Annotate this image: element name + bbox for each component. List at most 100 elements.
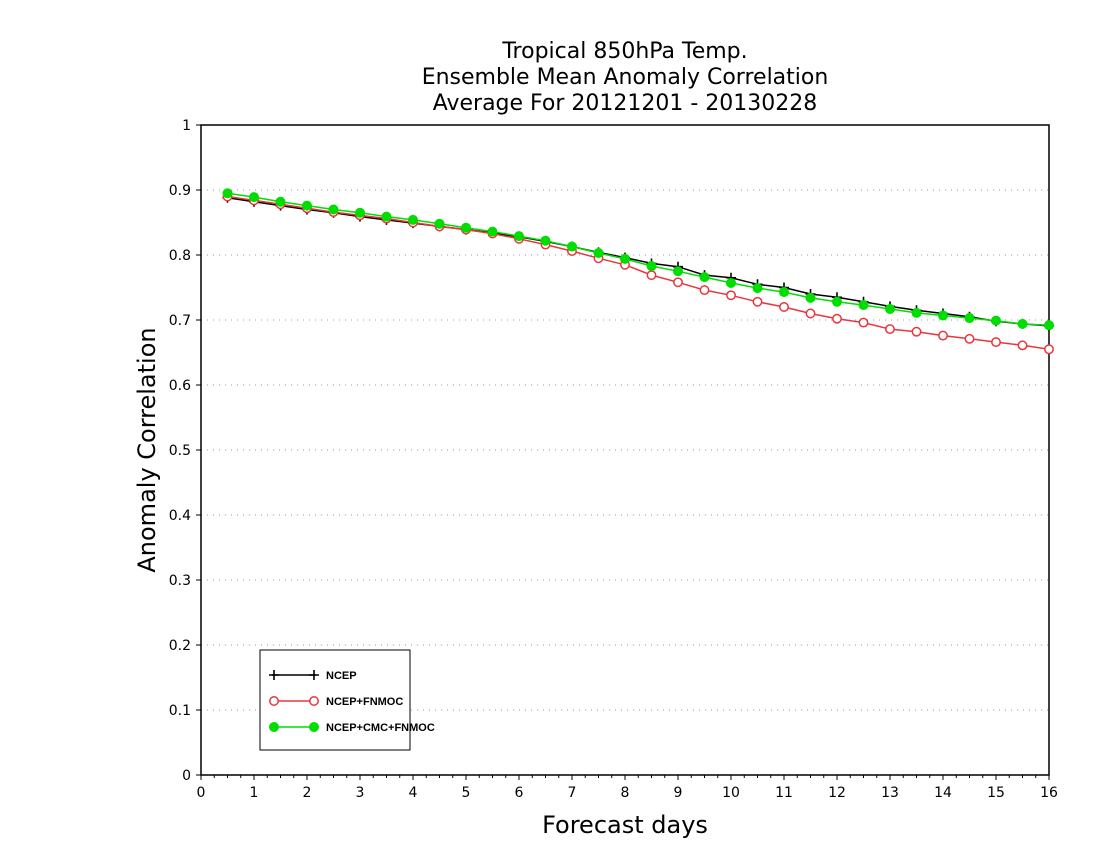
y-tick-label: 0.5 bbox=[169, 443, 191, 459]
data-point bbox=[1017, 318, 1028, 329]
legend-label: NCEP+CMC+FNMOC bbox=[326, 722, 435, 734]
data-point bbox=[1017, 340, 1028, 351]
data-point bbox=[1044, 344, 1054, 355]
y-axis-label: Anomaly Correlation bbox=[133, 327, 161, 572]
x-tick-label: 15 bbox=[987, 785, 1005, 801]
x-tick-label: 4 bbox=[409, 785, 418, 801]
data-point bbox=[540, 235, 551, 246]
data-point bbox=[222, 188, 233, 199]
data-point bbox=[461, 222, 471, 233]
x-tick-label: 10 bbox=[722, 785, 740, 801]
data-point bbox=[964, 313, 975, 324]
x-tick-label: 13 bbox=[881, 785, 899, 801]
data-point bbox=[805, 292, 816, 303]
x-tick-label: 12 bbox=[828, 785, 846, 801]
x-tick-label: 3 bbox=[356, 785, 365, 801]
data-point bbox=[938, 330, 948, 341]
legend-item: NCEP+FNMOC bbox=[269, 696, 403, 708]
data-point bbox=[514, 231, 524, 242]
data-point bbox=[646, 270, 657, 281]
series-line bbox=[227, 195, 1050, 351]
data-point bbox=[275, 196, 286, 207]
y-tick-label: 0.6 bbox=[169, 378, 191, 394]
y-tick-label: 0.1 bbox=[169, 703, 191, 719]
x-tick-label: 11 bbox=[775, 785, 793, 801]
data-point bbox=[567, 241, 577, 252]
data-point bbox=[858, 317, 869, 328]
y-tick-label: 0.3 bbox=[169, 573, 191, 589]
data-point bbox=[911, 326, 922, 337]
y-tick-label: 0.7 bbox=[169, 313, 191, 329]
data-point bbox=[269, 670, 279, 680]
x-tick-label: 1 bbox=[250, 785, 259, 801]
data-point bbox=[1044, 320, 1054, 331]
x-axis-ticks: 0 1 2 3 4 5 6 7 8 9 10 11 12 13 14 15 16 bbox=[197, 775, 1058, 801]
data-point bbox=[309, 722, 319, 732]
y-tick-label: 0.4 bbox=[169, 508, 191, 524]
chart-title: Tropical 850hPa Temp. Ensemble Mean Anom… bbox=[422, 39, 829, 116]
data-point bbox=[752, 296, 763, 307]
x-tick-label: 8 bbox=[621, 785, 630, 801]
data-point bbox=[885, 303, 895, 314]
data-point bbox=[249, 192, 259, 203]
x-tick-label: 9 bbox=[674, 785, 683, 801]
data-point bbox=[699, 272, 710, 283]
series-ncep-fnmoc bbox=[222, 191, 1054, 355]
data-point bbox=[699, 285, 710, 296]
x-tick-label: 0 bbox=[197, 785, 206, 801]
data-point bbox=[408, 214, 418, 225]
data-point bbox=[309, 670, 319, 680]
y-axis-ticks: 0 0.1 0.2 0.3 0.4 0.5 0.6 0.7 0.8 0.9 1 bbox=[169, 118, 201, 784]
legend-item: NCEP+CMC+FNMOC bbox=[269, 722, 435, 734]
series-line bbox=[227, 192, 1050, 326]
data-point bbox=[991, 337, 1001, 348]
data-point bbox=[269, 722, 279, 732]
data-point bbox=[779, 302, 789, 312]
data-point bbox=[355, 207, 365, 218]
series-ncep-cmc-fnmoc bbox=[222, 188, 1054, 331]
y-tick-label: 0.2 bbox=[169, 638, 191, 654]
legend: NCEP NCEP+FNMOC NCEP+CMC+FNMOC bbox=[259, 649, 435, 751]
data-point bbox=[832, 313, 842, 324]
chart-title-line-2: Ensemble Mean Anomaly Correlation bbox=[422, 65, 829, 90]
data-point bbox=[858, 300, 869, 311]
data-point bbox=[991, 315, 1001, 326]
data-point bbox=[726, 290, 736, 301]
data-point bbox=[620, 253, 630, 264]
chart-title-line-3: Average For 20121201 - 20130228 bbox=[433, 91, 818, 116]
data-point bbox=[779, 287, 789, 298]
data-point bbox=[673, 266, 683, 277]
y-tick-label: 0 bbox=[182, 768, 191, 784]
data-point bbox=[964, 333, 975, 344]
data-point bbox=[938, 310, 948, 321]
y-tick-label: 1 bbox=[182, 118, 191, 134]
data-point bbox=[752, 283, 763, 294]
x-tick-label: 6 bbox=[515, 785, 524, 801]
legend-label: NCEP bbox=[326, 670, 357, 682]
legend-box bbox=[259, 649, 411, 751]
data-point bbox=[328, 204, 339, 215]
x-tick-label: 7 bbox=[568, 785, 577, 801]
x-tick-label: 14 bbox=[934, 785, 952, 801]
y-tick-label: 0.8 bbox=[169, 248, 191, 264]
data-point bbox=[309, 696, 319, 706]
x-tick-label: 2 bbox=[303, 785, 312, 801]
data-point bbox=[673, 277, 683, 288]
data-point bbox=[805, 308, 816, 319]
data-point bbox=[726, 277, 736, 288]
data-point bbox=[302, 200, 312, 211]
data-point bbox=[885, 324, 895, 335]
legend-item: NCEP bbox=[269, 670, 357, 682]
data-point bbox=[434, 218, 445, 229]
data-point bbox=[646, 261, 657, 272]
data-point bbox=[911, 307, 922, 318]
legend-label: NCEP+FNMOC bbox=[326, 696, 403, 708]
x-tick-label: 16 bbox=[1040, 785, 1058, 801]
data-point bbox=[381, 211, 392, 222]
series-layer bbox=[222, 188, 1054, 355]
x-axis-label: Forecast days bbox=[542, 811, 708, 839]
x-tick-label: 5 bbox=[462, 785, 471, 801]
data-point bbox=[487, 226, 498, 237]
data-point bbox=[593, 248, 604, 259]
